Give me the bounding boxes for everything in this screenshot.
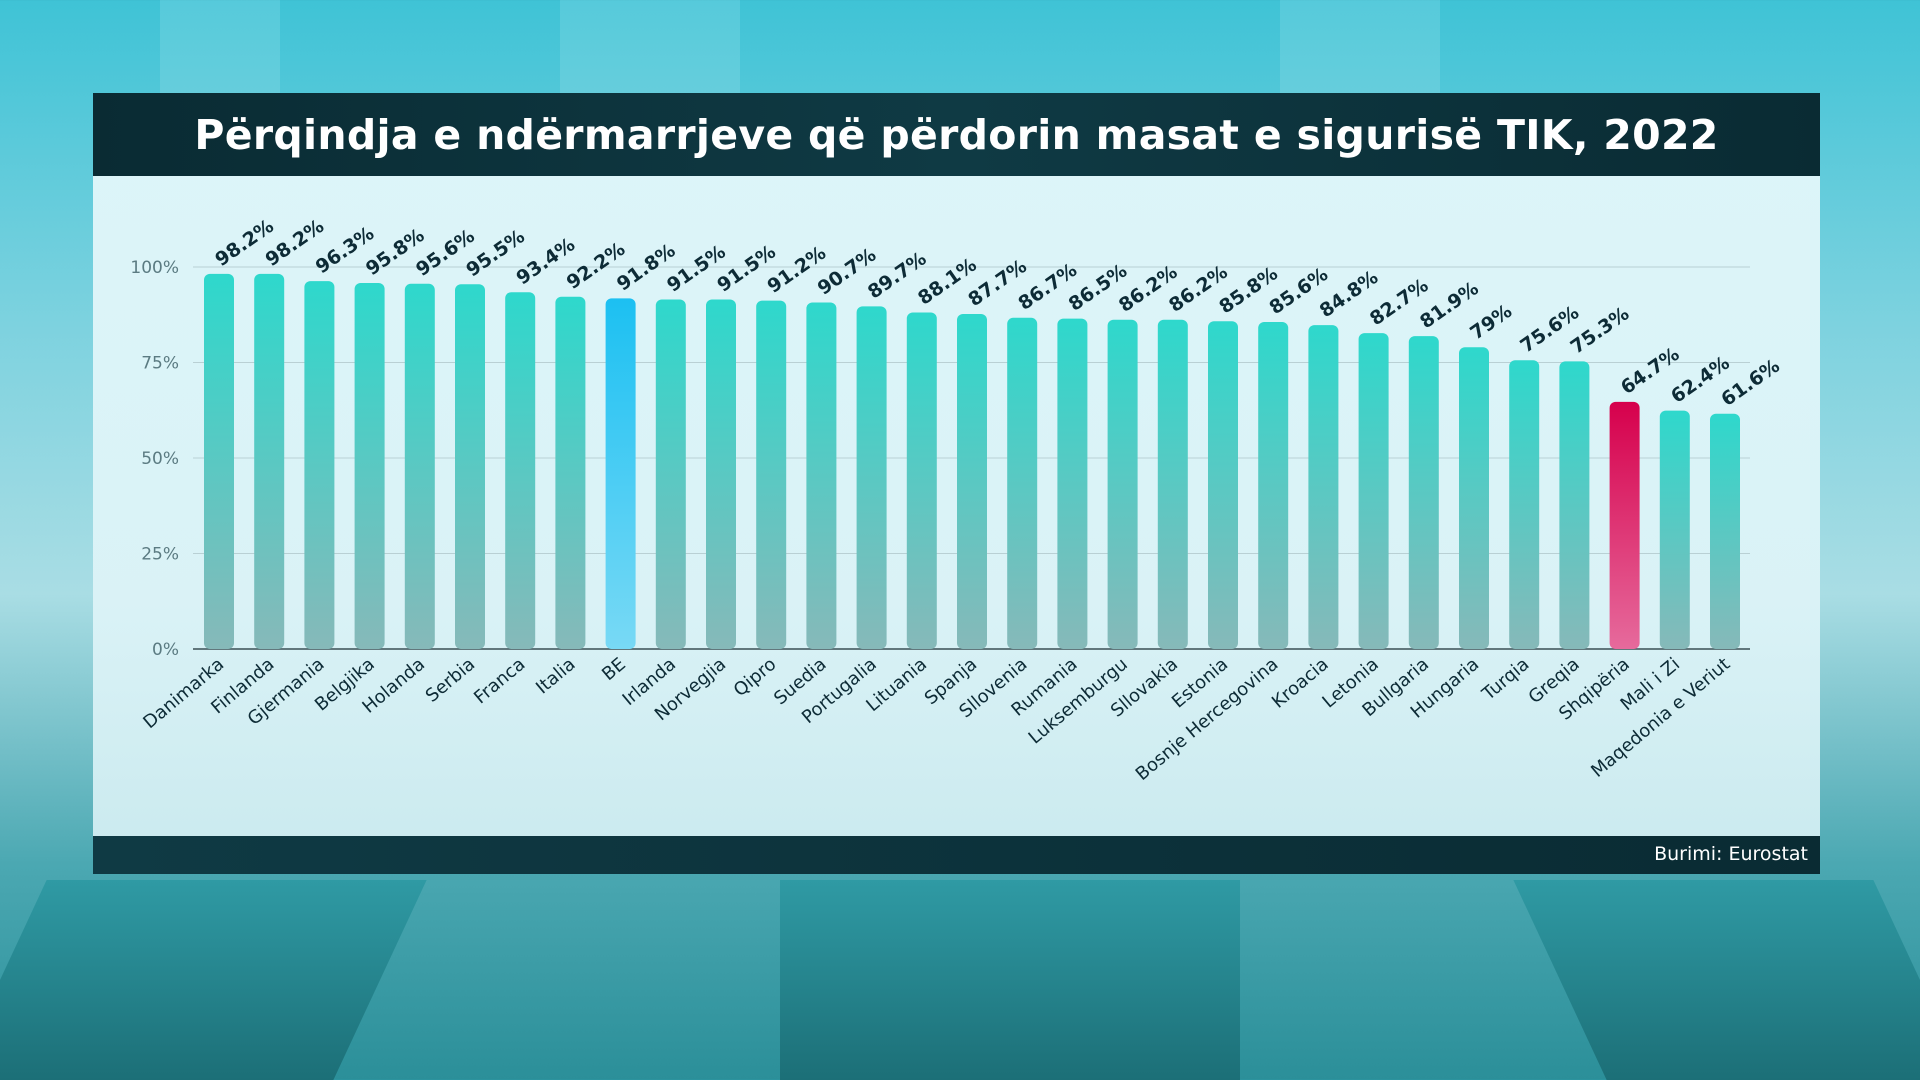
bar-norvegjia — [706, 299, 736, 649]
x-tick-label: BE — [598, 654, 630, 685]
y-tick-label: 50% — [141, 449, 179, 469]
background-stripe — [560, 0, 740, 95]
bar-luksemburgu — [1107, 319, 1138, 649]
bar-danimarka — [204, 273, 234, 649]
background-beam — [0, 880, 427, 1080]
background-beam — [1513, 880, 1920, 1080]
bar-italia — [555, 296, 586, 649]
bar-hungaria — [1459, 347, 1489, 649]
bar-sllovakia — [1157, 319, 1188, 649]
bar-bullgaria — [1408, 336, 1439, 649]
bar-be — [605, 298, 636, 649]
x-tick-label: Turqia — [1478, 654, 1534, 706]
bar-bosnje-hercegovina — [1258, 322, 1289, 649]
bar-turqia — [1509, 360, 1540, 649]
bar-rumania — [1057, 318, 1088, 649]
y-tick-label: 0% — [152, 640, 179, 660]
bar-portugalia — [856, 306, 887, 649]
bar-belgjika — [354, 283, 385, 649]
bar-serbia — [455, 284, 485, 649]
x-tick-label: Danimarka — [139, 654, 228, 733]
chart-footer: Burimi: Eurostat — [93, 836, 1820, 874]
chart-body: 0% 25% 50% 75% 100% 98.2% Danimarka 98.2% Finla… — [93, 176, 1820, 836]
bar-letonia — [1358, 333, 1389, 649]
background-beam — [780, 880, 1240, 1080]
chart-title: Përqindja e ndërmarrjeve që përdorin mas… — [194, 110, 1719, 159]
value-label: 79% — [1466, 300, 1516, 344]
bar-lituania — [906, 312, 937, 649]
bar-mali-i-zi — [1659, 410, 1690, 649]
x-tick-label: Franca — [470, 654, 529, 709]
background-stripe — [160, 0, 280, 95]
bar-estonia — [1208, 321, 1238, 649]
bar-suedia — [806, 302, 837, 649]
y-tick-label: 25% — [141, 545, 179, 565]
bar-sllovenia — [1007, 317, 1038, 649]
bar-shqipëria — [1609, 401, 1640, 649]
x-tick-label: Italia — [532, 654, 580, 699]
y-tick-label: 100% — [130, 258, 179, 278]
x-tick-label: Kroacia — [1268, 654, 1333, 713]
bar-qipro — [756, 300, 787, 649]
bar-holanda — [404, 283, 435, 649]
chart-panel: Përqindja e ndërmarrjeve që përdorin mas… — [93, 93, 1820, 874]
bar-greqia — [1559, 361, 1590, 649]
bar-franca — [505, 292, 536, 649]
bar-chart: 0%25%50%75%100% 98.2%Danimarka98.2%Finla… — [130, 215, 1783, 785]
bar-irlanda — [655, 299, 686, 649]
background-stripe — [1280, 0, 1440, 95]
source-label: Burimi: Eurostat — [1654, 843, 1808, 865]
bar-maqedonia-e-veriut — [1710, 413, 1740, 649]
y-tick-label: 75% — [141, 354, 179, 374]
bar-gjermania — [304, 281, 335, 649]
x-tick-label: Serbia — [422, 654, 479, 707]
bar-kroacia — [1308, 325, 1339, 649]
bar-spanja — [957, 313, 987, 649]
bar-finlanda — [254, 273, 285, 649]
chart-header: Përqindja e ndërmarrjeve që përdorin mas… — [93, 93, 1820, 176]
